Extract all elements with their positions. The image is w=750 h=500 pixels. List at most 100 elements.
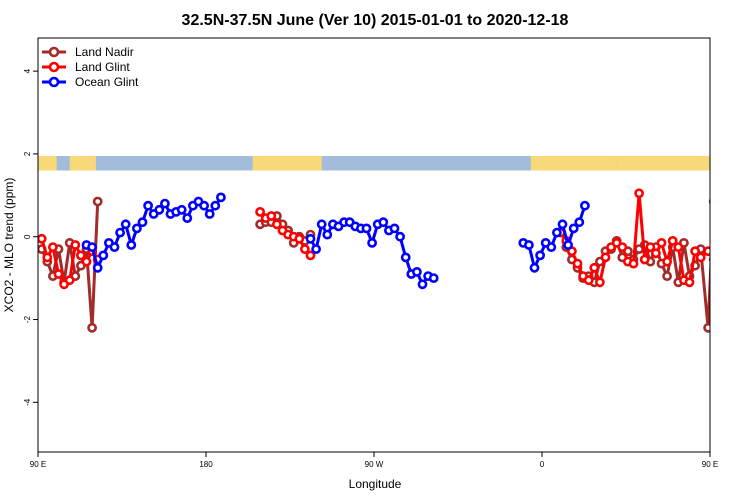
data-point [316, 219, 327, 230]
data-point [651, 248, 661, 259]
data-point [210, 200, 221, 211]
data-point [524, 240, 534, 250]
series-ocean-glint [81, 192, 590, 290]
data-point [684, 277, 695, 288]
data-point [667, 235, 678, 246]
data-point [215, 192, 226, 203]
data-point [617, 242, 628, 252]
data-point [708, 256, 710, 263]
data-point [645, 242, 656, 252]
data-point [76, 250, 86, 261]
land-segment [616, 155, 710, 171]
data-point [535, 250, 545, 261]
data-point [266, 211, 277, 221]
data-point [595, 277, 605, 288]
data-point [115, 227, 125, 238]
data-point [634, 188, 644, 199]
y-axis: 4 2 0 -2 -4 [23, 68, 38, 406]
data-point [120, 219, 131, 230]
data-point [70, 240, 81, 250]
x-tick-label: 90 W [365, 460, 384, 469]
data-point [690, 246, 700, 257]
data-point [305, 250, 316, 261]
data-point [182, 213, 193, 223]
land-segment [252, 155, 322, 171]
data-point [53, 269, 64, 279]
data-point [568, 223, 579, 234]
data-point [589, 262, 600, 273]
data-point [92, 196, 103, 207]
land-ocean-mask [38, 155, 710, 171]
y-tick-label: 0 [23, 234, 32, 239]
data-point [126, 240, 137, 250]
data-point [572, 258, 583, 269]
chart-title: 32.5N-37.5N June (Ver 10) 2015-01-01 to … [182, 12, 569, 29]
data-point [48, 242, 58, 252]
data-point [639, 254, 650, 265]
data-point [695, 252, 706, 263]
land-segment [69, 155, 96, 171]
x-tick-label: 90 E [702, 460, 718, 469]
data-point [428, 273, 439, 283]
data-point [131, 223, 142, 234]
data-point [204, 209, 215, 219]
data-point [294, 233, 305, 244]
legend-item: Ocean Glint [42, 75, 139, 89]
data-point [395, 231, 405, 242]
x-tick-label: 0 [540, 460, 545, 469]
legend-label: Ocean Glint [75, 75, 139, 89]
data-point [305, 233, 316, 244]
y-tick-label: 2 [23, 151, 32, 156]
data-point [92, 262, 103, 273]
data-point [299, 244, 310, 254]
y-tick-label: -2 [23, 315, 32, 323]
data-point [271, 219, 282, 230]
data-point [574, 217, 585, 228]
data-point [311, 244, 321, 254]
data-point [109, 242, 120, 252]
x-axis-label: Longitude [349, 477, 402, 491]
data-point [411, 266, 422, 277]
data-point [176, 204, 187, 215]
x-axis: 90 E 180 90 W 0 90 E [30, 452, 718, 469]
data-point [389, 223, 400, 234]
data-point [417, 279, 428, 290]
series-land-nadir [38, 196, 710, 333]
x-tick-label: 90 E [30, 460, 46, 469]
data-point [137, 217, 148, 228]
data-point [628, 258, 639, 269]
data-point [159, 198, 170, 209]
data-point [361, 223, 372, 234]
data-point [703, 246, 710, 257]
data-point [552, 227, 562, 238]
legend-swatch-marker [48, 76, 60, 88]
data-point [81, 256, 92, 267]
data-point [673, 242, 684, 252]
data-point [64, 275, 75, 286]
legend-swatch-marker [48, 46, 60, 58]
legend-item: Land Glint [42, 60, 130, 74]
data-point [154, 204, 165, 215]
x-tick-label: 180 [199, 460, 213, 469]
land-segment [38, 155, 57, 171]
data-point [255, 206, 265, 217]
data-point [563, 240, 573, 250]
data-point [580, 200, 590, 211]
data-point [600, 252, 611, 263]
data-point [546, 242, 557, 252]
y-axis-label: XCO2 - MLO trend (ppm) [2, 178, 16, 313]
data-point [367, 237, 377, 248]
data-point [662, 256, 672, 267]
data-point [199, 200, 209, 211]
legend-label: Land Nadir [75, 45, 134, 59]
data-point [557, 219, 568, 230]
land-segment [530, 155, 617, 171]
legend-item: Land Nadir [42, 45, 134, 59]
data-point [400, 252, 411, 263]
series-land-glint [38, 188, 710, 290]
data-point [42, 252, 53, 263]
data-point [322, 229, 333, 240]
series-layer [38, 188, 710, 333]
y-tick-label: 4 [23, 68, 32, 73]
